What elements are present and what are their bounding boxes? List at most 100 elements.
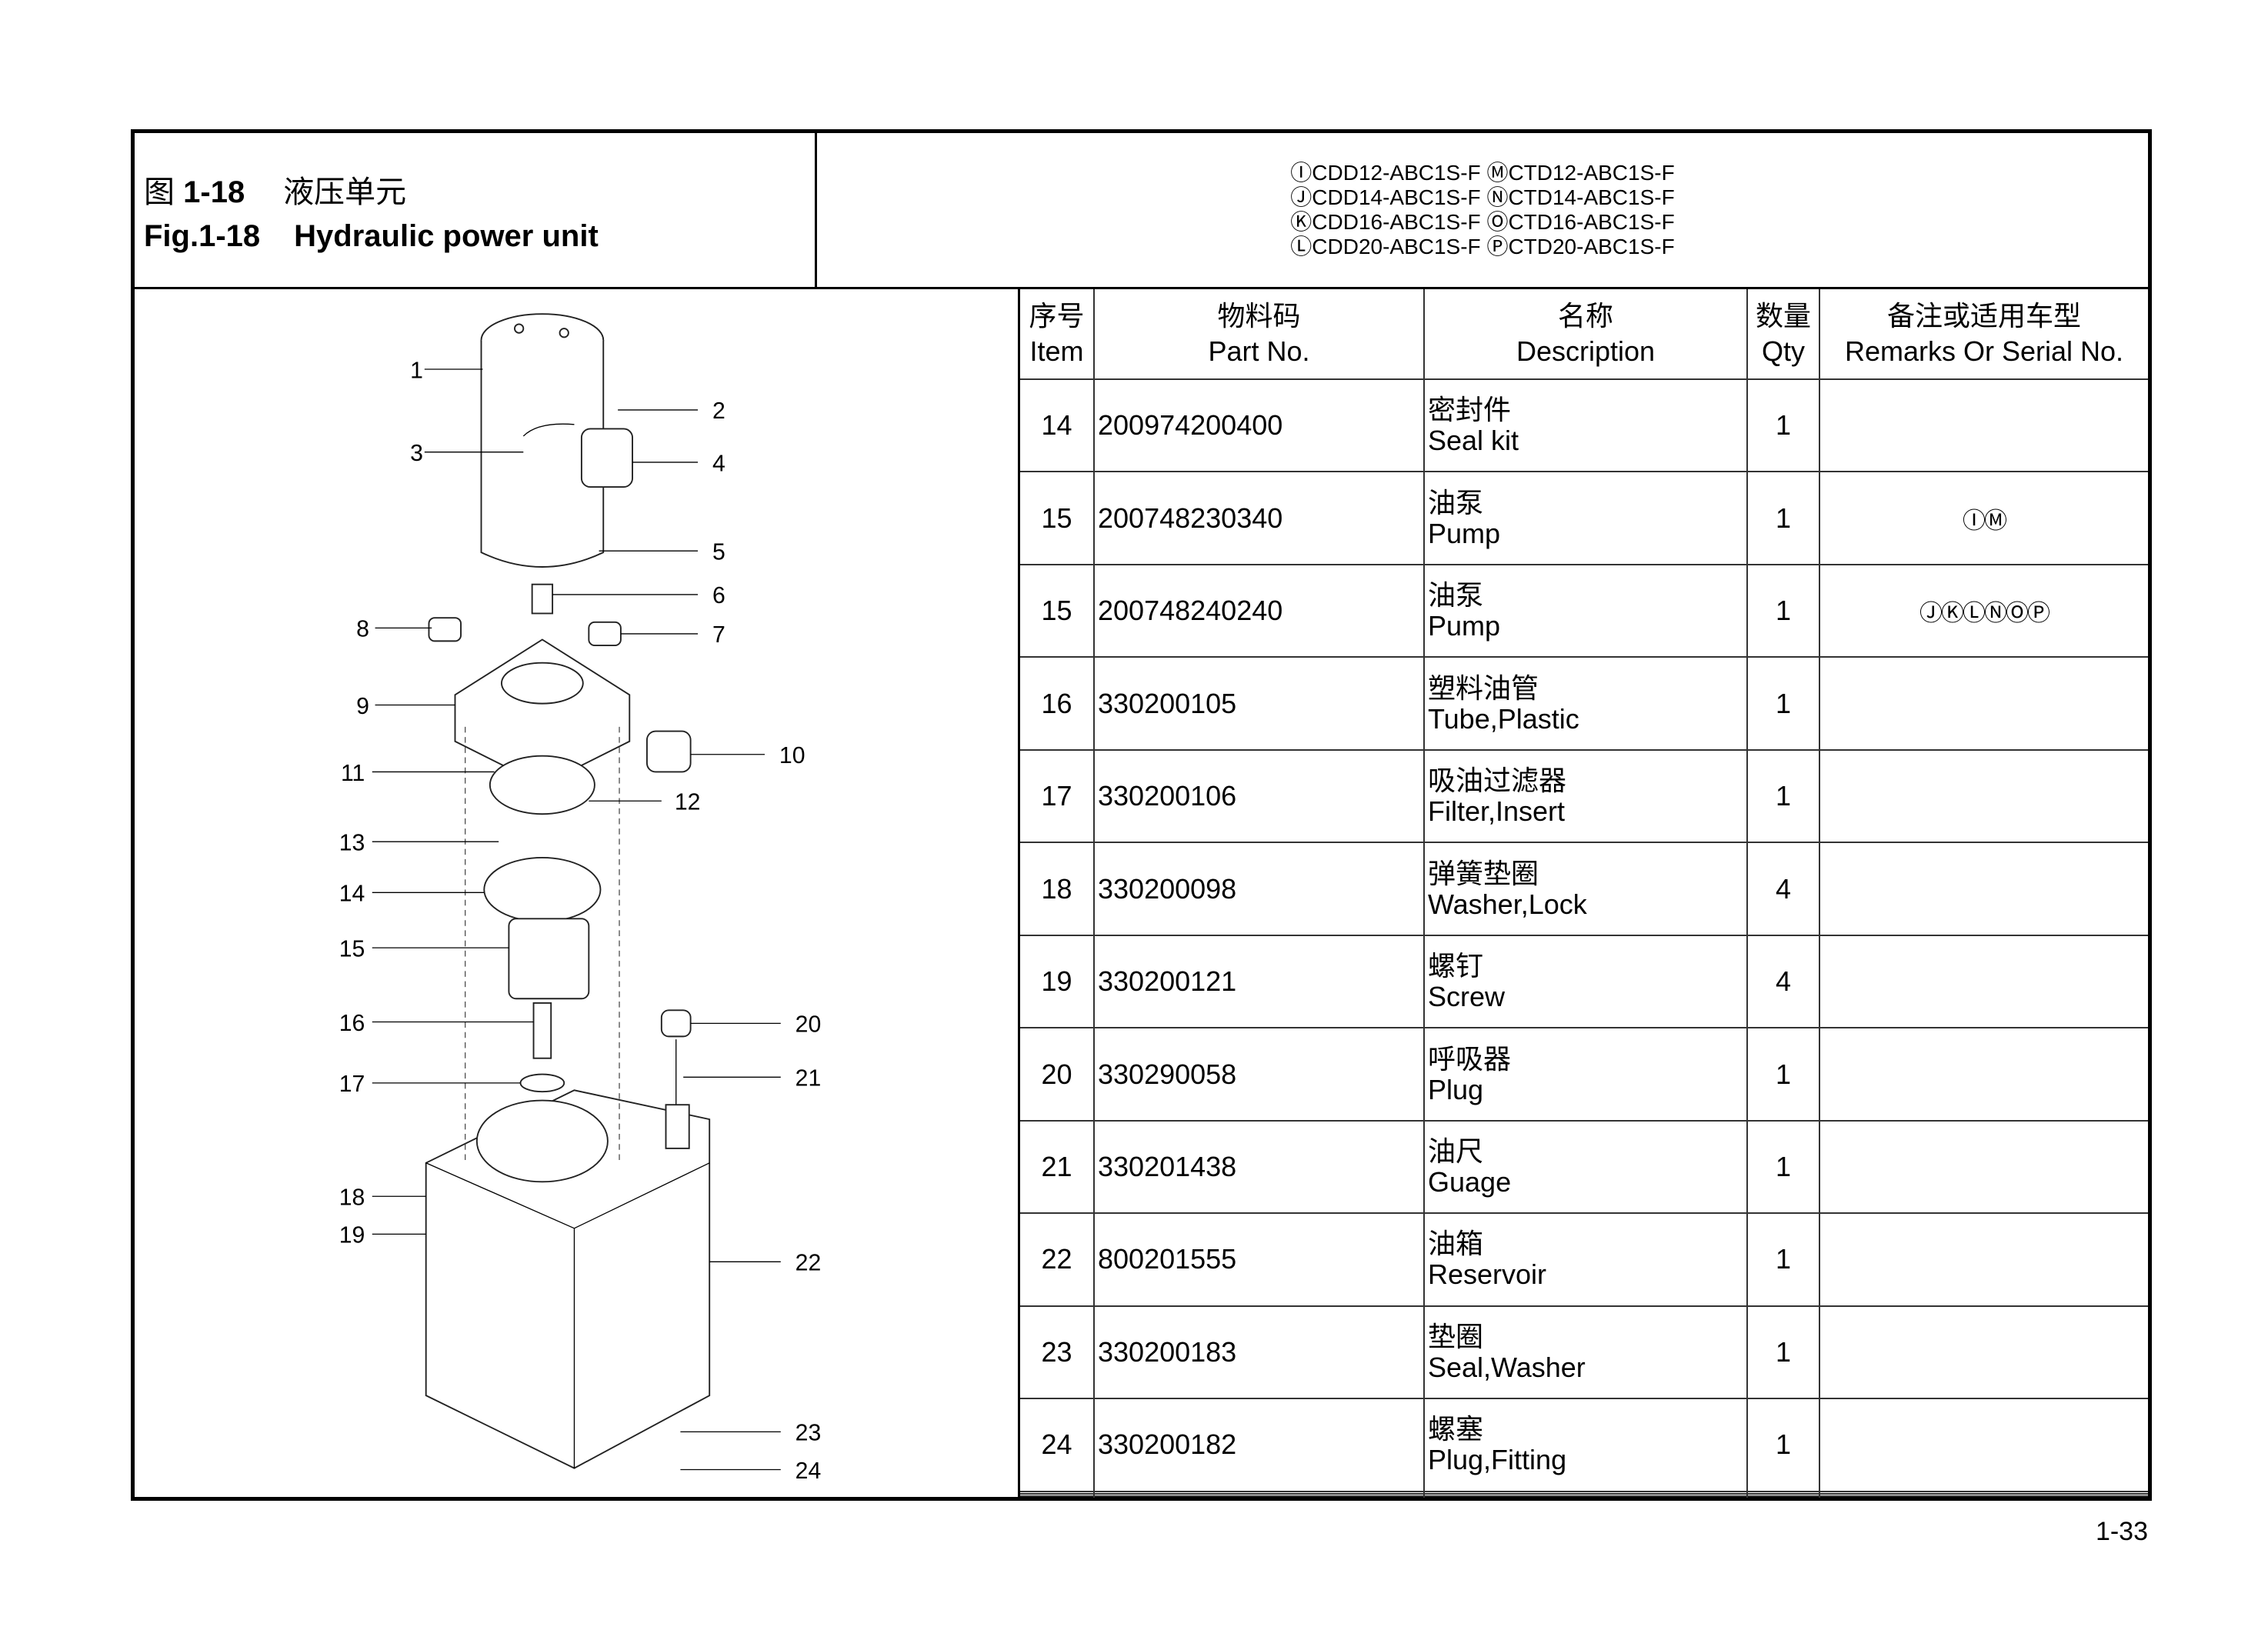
qty-cell: 1: [1746, 1027, 1820, 1122]
table-row: [1020, 1495, 2148, 1497]
qty-cell: [1746, 1495, 1820, 1497]
header-en: Remarks Or Serial No.: [1844, 335, 2124, 367]
item-cell: [1020, 1495, 1095, 1497]
parts-sheet-frame: 图 1-18 液压单元 Fig.1-18 Hydraulic power unit …: [131, 129, 2152, 1501]
table-row: 20 330290058 呼吸器 Plug 1: [1020, 1027, 2148, 1122]
item-cell: 21: [1020, 1119, 1095, 1215]
qty-cell: [1746, 1492, 1820, 1497]
description-cell: 垫圈 Seal,Washer: [1423, 1305, 1748, 1400]
parts-table: 序号 Item 物料码 Part No. 名称 Description 数量 Qty 备注或适用…: [1018, 289, 2148, 1497]
part-number-cell: 800201555: [1093, 1212, 1425, 1307]
remarks-cell: [1819, 934, 2148, 1029]
title-chinese: 图 1-18 液压单元: [144, 175, 407, 209]
item-cell: 14: [1020, 378, 1095, 473]
column-header: 名称 Description: [1423, 289, 1748, 380]
description-cn: 吸油过滤器: [1428, 765, 1567, 797]
remarks-cell: [1819, 842, 2148, 936]
part-number-cell: [1093, 1492, 1425, 1497]
part-number-cell: 330200121: [1093, 934, 1425, 1029]
table-row: 16 330200105 塑料油管 Tube,Plastic 1: [1020, 656, 2148, 751]
description-en: Screw: [1428, 981, 1506, 1013]
remarks-cell: [1819, 1212, 2148, 1307]
part-number-cell: 200974200400: [1093, 378, 1425, 473]
description-en: Plug: [1428, 1073, 1484, 1105]
description-en: Guage: [1428, 1165, 1512, 1198]
model-line: ⓁCDD20-ABC1S-F ⓅCTD20-ABC1S-F: [1290, 235, 1675, 258]
description-cell: 螺塞 Plug,Fitting: [1423, 1398, 1748, 1492]
qty-cell: 1: [1746, 656, 1820, 751]
header-cn: 物料码: [1217, 300, 1301, 332]
table-row: 15 200748230340 油泵 Pump 1 ⒾⓂ: [1020, 471, 2148, 565]
part-number-cell: [1093, 1495, 1425, 1497]
part-number-cell: 330200183: [1093, 1305, 1425, 1400]
table-row: 22 800201555 油箱 Reservoir 1: [1020, 1212, 2148, 1307]
remarks-cell: [1819, 1305, 2148, 1400]
qty-cell: 1: [1746, 563, 1820, 658]
description-cell: 弹簧垫圈 Washer,Lock: [1423, 842, 1748, 936]
table-row: 15 200748240240 油泵 Pump 1 ⒿⓀⓁⓃⓄⓅ: [1020, 563, 2148, 658]
description-en: Tube,Plastic: [1428, 702, 1579, 735]
part-number-cell: 330200105: [1093, 656, 1425, 751]
header-cn: 序号: [1029, 300, 1085, 332]
qty-cell: 1: [1746, 1305, 1820, 1400]
qty-cell: 1: [1746, 1212, 1820, 1307]
item-cell: 19: [1020, 934, 1095, 1029]
remarks-cell: ⒾⓂ: [1819, 471, 2148, 565]
description-cell: 油箱 Reservoir: [1423, 1212, 1748, 1307]
remarks-cell: [1819, 1495, 2148, 1497]
description-cn: 油尺: [1428, 1135, 1484, 1167]
description-cn: 垫圈: [1428, 1320, 1484, 1352]
qty-cell: 1: [1746, 378, 1820, 473]
table-row: 14 200974200400 密封件 Seal kit 1: [1020, 378, 2148, 473]
header-cn: 名称: [1557, 300, 1613, 332]
description-cn: 密封件: [1428, 394, 1512, 426]
description-cn: 螺塞: [1428, 1413, 1484, 1445]
header-en: Part No.: [1208, 335, 1310, 367]
header-cn: 数量: [1755, 300, 1811, 332]
part-number-cell: 200748240240: [1093, 563, 1425, 658]
item-cell: 16: [1020, 656, 1095, 751]
part-number-cell: 330200098: [1093, 842, 1425, 936]
qty-cell: 1: [1746, 471, 1820, 565]
remarks-cell: ⒿⓀⓁⓃⓄⓅ: [1819, 563, 2148, 658]
page-number: 1-33: [2095, 1517, 2148, 1546]
qty-cell: 4: [1746, 934, 1820, 1029]
item-cell: 15: [1020, 563, 1095, 658]
model-line: ⒿCDD14-ABC1S-F ⓃCTD14-ABC1S-F: [1290, 185, 1675, 209]
remarks-cell: [1819, 656, 2148, 751]
qty-cell: 1: [1746, 1119, 1820, 1215]
table-row: 24 330200182 螺塞 Plug,Fitting 1: [1020, 1398, 2148, 1492]
description-en: Seal kit: [1428, 425, 1519, 457]
table-row: 23 330200183 垫圈 Seal,Washer 1: [1020, 1305, 2148, 1400]
column-header: 序号 Item: [1020, 289, 1095, 380]
item-cell: 22: [1020, 1212, 1095, 1307]
table-row: 17 330200106 吸油过滤器 Filter,Insert 1: [1020, 748, 2148, 844]
description-cn: 呼吸器: [1428, 1042, 1512, 1075]
column-header: 备注或适用车型 Remarks Or Serial No.: [1819, 289, 2148, 380]
description-cn: 油泵: [1428, 579, 1484, 612]
qty-cell: 1: [1746, 1398, 1820, 1492]
item-cell: 15: [1020, 471, 1095, 565]
header-en: Description: [1516, 335, 1656, 367]
title-english: Fig.1-18 Hydraulic power unit: [144, 219, 599, 253]
table-row: [1020, 1492, 2148, 1497]
part-number-cell: 330200106: [1093, 748, 1425, 844]
description-en: Plug,Fitting: [1428, 1444, 1567, 1476]
remarks-cell: [1819, 378, 2148, 473]
header-en: Item: [1029, 335, 1084, 367]
item-cell: 18: [1020, 842, 1095, 936]
description-en: Washer,Lock: [1428, 888, 1587, 920]
table-row: 21 330201438 油尺 Guage 1: [1020, 1119, 2148, 1215]
item-cell: 23: [1020, 1305, 1095, 1400]
table-header: 序号 Item 物料码 Part No. 名称 Description 数量 Qty 备注或适用…: [1020, 289, 2148, 380]
description-cn: 螺钉: [1428, 950, 1484, 982]
applicable-models: ⒾCDD12-ABC1S-F ⓂCTD12-ABC1S-F ⒿCDD14-ABC…: [817, 133, 2148, 289]
model-line: ⓀCDD16-ABC1S-F ⓄCTD16-ABC1S-F: [1290, 210, 1675, 234]
remarks-cell: [1819, 1119, 2148, 1215]
description-cell: 油泵 Pump: [1423, 563, 1748, 658]
item-cell: [1020, 1492, 1095, 1497]
part-number-cell: 330201438: [1093, 1119, 1425, 1215]
description-en: Pump: [1428, 517, 1501, 549]
description-cell: [1423, 1492, 1748, 1497]
description-en: Reservoir: [1428, 1258, 1547, 1291]
